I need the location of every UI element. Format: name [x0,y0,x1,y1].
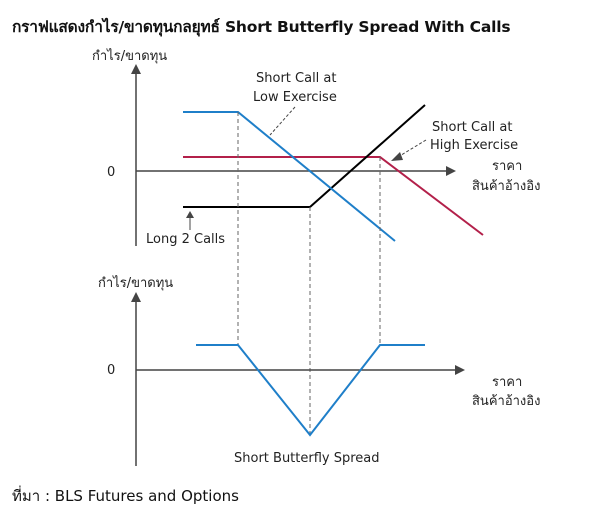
bottom-panel: กำไร/ขาดทุน 0 ราคา สินค้าอ้างอิง Short B… [98,275,540,466]
top-x-axis-arrow [446,166,456,176]
long-calls-label: Long 2 Calls [146,232,225,247]
butterfly-line [196,344,425,437]
bottom-x-axis-label-line1: ราคา [492,375,522,390]
top-panel: กำไร/ขาดทุน 0 ราคา สินค้าอ้างอิง Short C… [92,48,540,247]
short-call-high-pointer-arrow [391,152,403,161]
butterfly-label: Short Butterfly Spread [234,451,380,466]
top-x-axis-label-line1: ราคา [492,159,522,174]
bottom-y-axis-arrow [131,292,141,302]
top-x-axis-label-line2: สินค้าอ้างอิง [472,179,541,194]
short-call-low-label-line1: Short Call at [256,71,336,86]
short-call-low-line [183,111,396,242]
long-calls-pointer-arrow [186,211,194,218]
short-call-low-label-line2: Low Exercise [253,90,337,105]
top-y-axis-arrow [131,64,141,74]
bottom-x-axis-arrow [455,365,465,375]
short-call-high-label-line1: Short Call at [432,120,512,135]
short-call-high-label-line2: High Exercise [430,138,518,153]
top-y-axis-label: กำไร/ขาดทุน [92,48,167,64]
diagram-title: กราฟแสดงกำไร/ขาดทุนกลยุทธ์ Short Butterf… [12,18,511,36]
short-call-high-line [183,156,484,236]
short-call-high-pointer [397,139,427,158]
short-call-low-pointer [269,106,296,136]
source-note: ที่มา : BLS Futures and Options [12,487,239,505]
bottom-x-axis-label-line2: สินค้าอ้างอิง [472,394,541,409]
top-zero-label: 0 [107,165,115,180]
bottom-zero-label: 0 [107,363,115,378]
bottom-y-axis-label: กำไร/ขาดทุน [98,275,173,291]
